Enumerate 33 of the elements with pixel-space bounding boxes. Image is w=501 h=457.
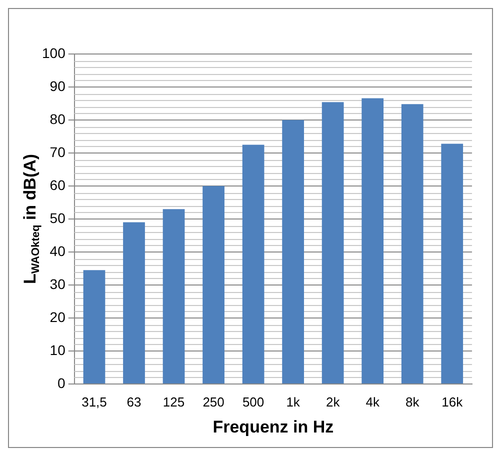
bar — [362, 98, 384, 384]
x-tick-label: 125 — [162, 394, 185, 410]
bar — [322, 102, 344, 384]
y-axis-title: LWAOkteq in dB(A) — [20, 154, 42, 284]
x-tick-label: 500 — [242, 394, 264, 410]
x-tick-label: 63 — [126, 394, 142, 410]
bar — [282, 120, 304, 384]
y-tick-label: 100 — [42, 44, 66, 61]
x-tick-label: 16k — [442, 394, 464, 410]
y-tick-label: 70 — [50, 144, 66, 160]
y-tick-label: 10 — [50, 342, 66, 358]
bar — [162, 209, 185, 384]
y-tick-label: 30 — [50, 276, 66, 292]
x-tick-label: 31,5 — [82, 394, 107, 410]
y-tick-label: 20 — [50, 308, 66, 325]
x-tick-label: 4k — [366, 394, 380, 410]
x-tick-label: 8k — [405, 394, 420, 410]
x-tick-label: 2k — [326, 394, 340, 410]
y-tick-label: 90 — [50, 78, 66, 94]
bar — [83, 270, 106, 384]
x-tick-label: 250 — [202, 394, 224, 410]
bar — [123, 222, 145, 384]
y-tick-label: 80 — [50, 110, 66, 127]
bar — [242, 144, 264, 384]
x-axis-title: Frequenz in Hz — [212, 417, 334, 436]
bar — [401, 104, 424, 384]
y-tick-label: 50 — [50, 210, 66, 226]
x-tick-label: 1k — [286, 394, 300, 410]
bar — [202, 186, 224, 384]
bar — [441, 144, 464, 384]
y-tick-label: 60 — [50, 176, 66, 193]
y-tick-label: 0 — [58, 374, 66, 391]
y-tick-label: 40 — [50, 242, 66, 259]
